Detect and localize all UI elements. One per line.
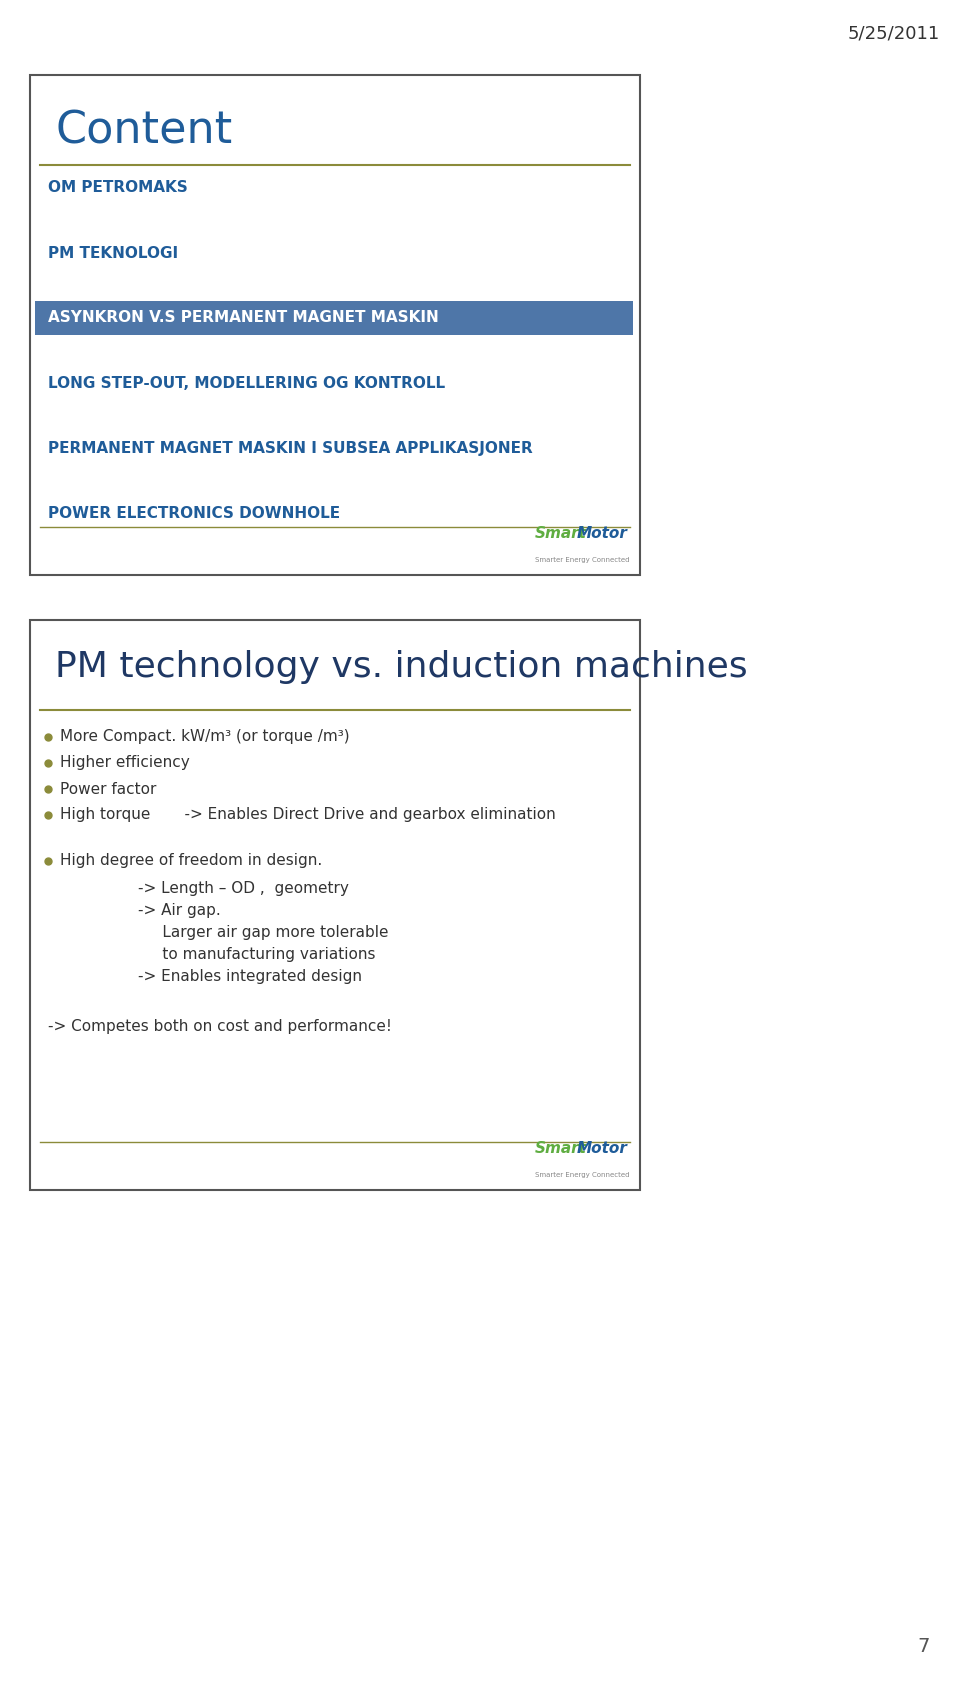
Text: Power factor: Power factor bbox=[60, 781, 156, 797]
Text: -> Air gap.: -> Air gap. bbox=[60, 903, 221, 918]
Text: High degree of freedom in design.: High degree of freedom in design. bbox=[60, 854, 323, 869]
Text: Motor: Motor bbox=[577, 1142, 628, 1155]
FancyBboxPatch shape bbox=[30, 620, 640, 1191]
Text: More Compact. kW/m³ (or torque /m³): More Compact. kW/m³ (or torque /m³) bbox=[60, 729, 349, 744]
Text: PM technology vs. induction machines: PM technology vs. induction machines bbox=[55, 650, 748, 684]
Text: OM PETROMAKS: OM PETROMAKS bbox=[48, 180, 188, 195]
Text: 5/25/2011: 5/25/2011 bbox=[848, 24, 940, 42]
Text: POWER ELECTRONICS DOWNHOLE: POWER ELECTRONICS DOWNHOLE bbox=[48, 505, 340, 520]
Text: Higher efficiency: Higher efficiency bbox=[60, 756, 190, 771]
Text: Motor: Motor bbox=[577, 525, 628, 541]
Text: Larger air gap more tolerable: Larger air gap more tolerable bbox=[60, 925, 389, 940]
Text: Smarter Energy Connected: Smarter Energy Connected bbox=[535, 1172, 630, 1179]
Text: to manufacturing variations: to manufacturing variations bbox=[60, 946, 375, 962]
Text: LONG STEP-OUT, MODELLERING OG KONTROLL: LONG STEP-OUT, MODELLERING OG KONTROLL bbox=[48, 376, 445, 391]
Text: -> Competes both on cost and performance!: -> Competes both on cost and performance… bbox=[48, 1019, 392, 1034]
Text: Smart: Smart bbox=[535, 525, 587, 541]
FancyBboxPatch shape bbox=[30, 76, 640, 574]
Text: ASYNKRON V.S PERMANENT MAGNET MASKIN: ASYNKRON V.S PERMANENT MAGNET MASKIN bbox=[48, 310, 439, 325]
FancyBboxPatch shape bbox=[35, 301, 633, 335]
Text: -> Length – OD ,  geometry: -> Length – OD , geometry bbox=[60, 881, 348, 896]
Text: -> Enables integrated design: -> Enables integrated design bbox=[60, 968, 362, 983]
Text: PERMANENT MAGNET MASKIN I SUBSEA APPLIKASJONER: PERMANENT MAGNET MASKIN I SUBSEA APPLIKA… bbox=[48, 441, 533, 455]
Text: High torque       -> Enables Direct Drive and gearbox elimination: High torque -> Enables Direct Drive and … bbox=[60, 808, 556, 822]
Text: 7: 7 bbox=[918, 1637, 930, 1655]
Text: PM TEKNOLOGI: PM TEKNOLOGI bbox=[48, 246, 179, 261]
Text: Content: Content bbox=[55, 109, 232, 153]
Text: Smart: Smart bbox=[535, 1142, 587, 1155]
Text: Smarter Energy Connected: Smarter Energy Connected bbox=[535, 557, 630, 562]
